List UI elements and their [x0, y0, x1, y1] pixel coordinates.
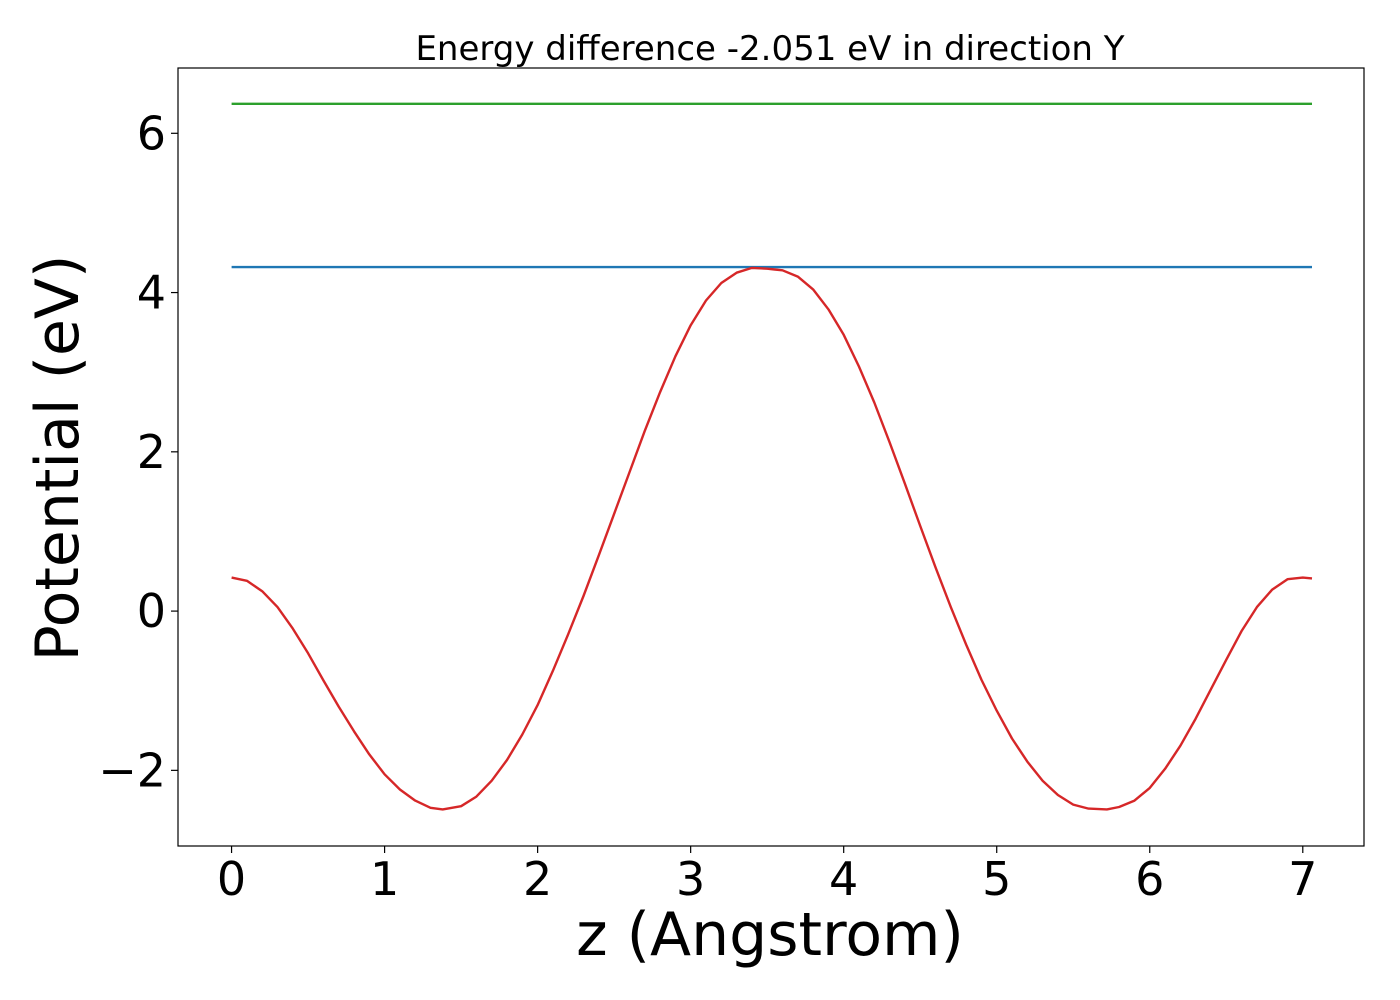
y-tick-label: 4 [137, 266, 166, 320]
x-axis: 0 1 2 3 4 5 6 7 [217, 846, 1317, 906]
x-tick-label: 0 [217, 852, 246, 906]
x-tick-label: 2 [523, 852, 552, 906]
x-tick-label: 4 [829, 852, 858, 906]
y-tick-label: −2 [98, 743, 166, 797]
series-line-2 [231, 266, 1313, 811]
y-tick-label: 0 [137, 584, 166, 638]
x-tick-label: 3 [676, 852, 705, 906]
x-tick-label: 6 [1135, 852, 1164, 906]
plot-frame [177, 67, 1365, 847]
y-tick-label: 6 [137, 106, 166, 160]
series-layer [231, 102, 1313, 811]
x-axis-label: z (Angstrom) [576, 900, 964, 970]
x-tick-label: 1 [370, 852, 399, 906]
chart-title: Energy difference -2.051 eV in direction… [415, 29, 1124, 69]
x-tick-label: 5 [982, 852, 1011, 906]
y-axis: −2 0 2 4 6 [98, 106, 178, 797]
x-tick-label: 7 [1288, 852, 1317, 906]
y-tick-label: 2 [137, 425, 166, 479]
y-axis-label: Potential (eV) [23, 255, 93, 662]
